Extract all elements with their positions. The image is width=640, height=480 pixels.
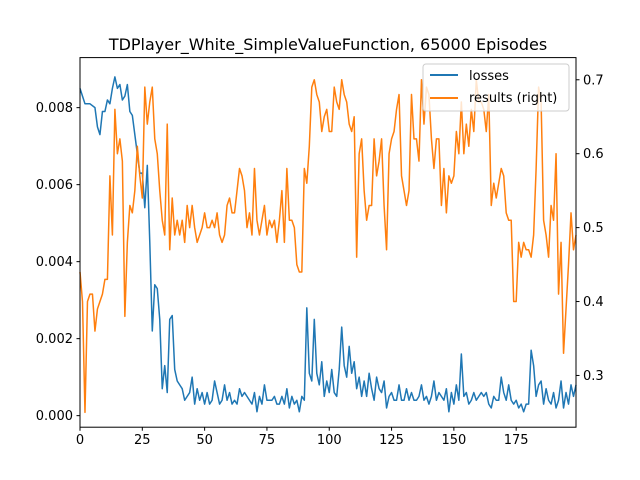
y-right-tick-label: 0.3 (583, 369, 604, 384)
x-tick-label: 175 (504, 433, 529, 448)
series-line-losses (79, 76, 577, 413)
y-right-tick-label: 0.6 (583, 147, 604, 162)
x-tick-label: 125 (379, 433, 404, 448)
legend-box (422, 63, 570, 112)
plot-frame (79, 57, 577, 428)
legend-label-results: results (right) (469, 91, 557, 106)
x-tick-label: 0 (76, 433, 84, 448)
x-tick-label: 100 (317, 433, 342, 448)
chart-title: TDPlayer_White_SimpleValueFunction, 6500… (108, 35, 547, 55)
y-left-tick-label: 0.008 (36, 101, 73, 116)
x-tick-label: 150 (441, 433, 466, 448)
x-tick-label: 50 (196, 433, 213, 448)
x-tick-label: 25 (134, 433, 151, 448)
y-left-tick-label: 0.002 (36, 332, 73, 347)
x-axis-ticks: 0 25 50 75 100 125 150 175 (76, 427, 529, 448)
series-layer (79, 76, 577, 414)
x-tick-label: 75 (259, 433, 276, 448)
y-left-tick-label: 0.006 (36, 178, 73, 193)
y-left-tick-label: 0.004 (36, 255, 73, 270)
y-right-tick-label: 0.7 (583, 73, 604, 88)
y-left-tick-label: 0.000 (36, 409, 73, 424)
axes-layer (79, 57, 577, 428)
y-right-tick-label: 0.5 (583, 221, 604, 236)
legend: losses results (right) (422, 63, 570, 112)
y-right-tick-label: 0.4 (583, 295, 604, 310)
series-line-results (79, 79, 577, 414)
y-axis-left-ticks: 0.000 0.002 0.004 0.006 0.008 (36, 101, 80, 424)
legend-label-losses: losses (469, 69, 509, 84)
y-axis-right-ticks: 0.3 0.4 0.5 0.6 0.7 (576, 73, 604, 384)
